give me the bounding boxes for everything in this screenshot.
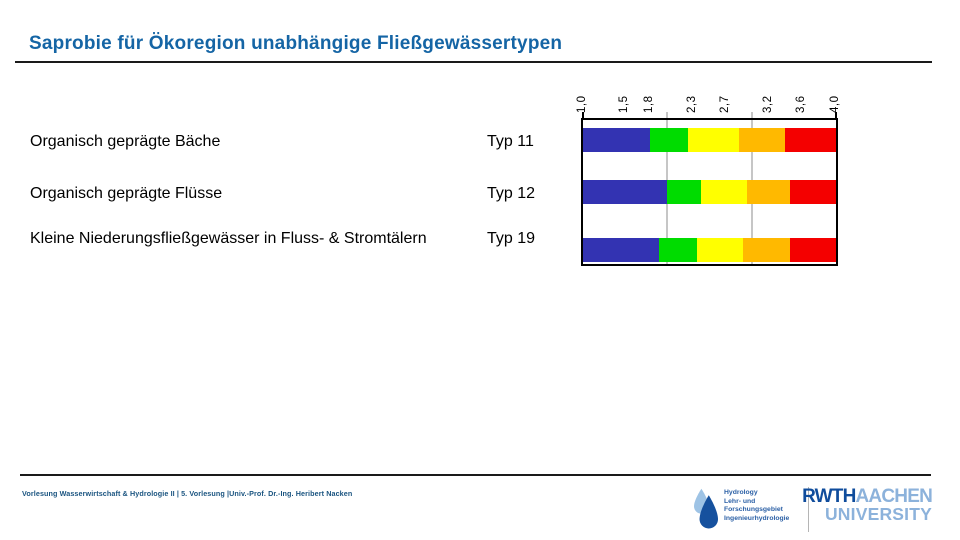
category-label-typ12: Organisch geprägte Flüsse	[30, 185, 223, 202]
rwth-logo: RWTHAACHEN UNIVERSITY	[802, 486, 933, 524]
bar-segment	[743, 238, 790, 262]
hydro-logo-line: Lehr- und	[724, 497, 756, 505]
bar-segment	[739, 128, 786, 152]
x-tick-label: 2,7	[719, 95, 732, 114]
footer-text: Vorlesung Wasserwirtschaft & Hydrologie …	[22, 489, 353, 498]
bar-segment	[667, 180, 702, 204]
bar-segment	[747, 180, 790, 204]
gridline-tick	[750, 112, 753, 118]
hydrology-logo: Hydrology Lehr- und Forschungsgebiet Ing…	[694, 486, 804, 534]
bar-segment	[789, 180, 836, 204]
slide-title: Saprobie für Ökoregion unabhängige Fließ…	[29, 33, 563, 54]
x-tick-label: 3,6	[795, 95, 808, 114]
footer-divider	[20, 474, 931, 476]
x-tick-label: 2,3	[685, 95, 698, 114]
hydro-logo-line: Ingenieurhydrologie	[724, 514, 790, 522]
x-tick-label: 1,0	[576, 95, 588, 114]
axis-end-tick	[835, 112, 837, 118]
rwth-city: AACHEN	[855, 486, 933, 507]
hydrology-logo-text: Hydrology Lehr- und Forschungsgebiet Ing…	[724, 489, 789, 523]
hydro-logo-line: Hydrology	[724, 489, 758, 496]
bar-segment	[650, 128, 689, 152]
bar-segment	[688, 128, 739, 152]
x-tick-label: 1,8	[643, 95, 656, 114]
x-tick-label: 4,0	[829, 95, 841, 114]
bar-segment	[696, 238, 744, 262]
x-tick-label: 1,5	[618, 95, 631, 114]
typ-label-12: Typ 12	[487, 185, 536, 202]
typ-label-19: Typ 19	[487, 230, 536, 247]
gridline-tick	[666, 112, 669, 118]
x-tick-label: 3,2	[761, 95, 774, 114]
plot-area	[581, 118, 838, 266]
rwth-university-label: UNIVERSITY	[824, 504, 932, 524]
axis-end-tick	[582, 112, 584, 118]
bar-segment	[583, 238, 659, 262]
typ-label-11: Typ 11	[487, 133, 534, 150]
bar-segment	[789, 238, 836, 262]
bar-segment	[785, 128, 836, 152]
hydro-logo-line: Forschungsgebiet	[724, 506, 783, 514]
bar-segment	[701, 180, 748, 204]
rwth-logo-line1: RWTHAACHEN	[802, 486, 933, 507]
bar-segment	[583, 128, 651, 152]
bar-segment	[583, 180, 668, 204]
category-label-typ19: Kleine Niederungsfließgewässer in Fluss-…	[30, 230, 427, 247]
water-drop-icon	[694, 488, 718, 529]
bar-segment	[658, 238, 697, 262]
logo-divider	[808, 487, 809, 532]
category-label-typ11: Organisch geprägte Bäche	[30, 133, 221, 150]
title-divider	[15, 61, 932, 63]
rwth-wordmark: RWTH	[802, 486, 856, 507]
